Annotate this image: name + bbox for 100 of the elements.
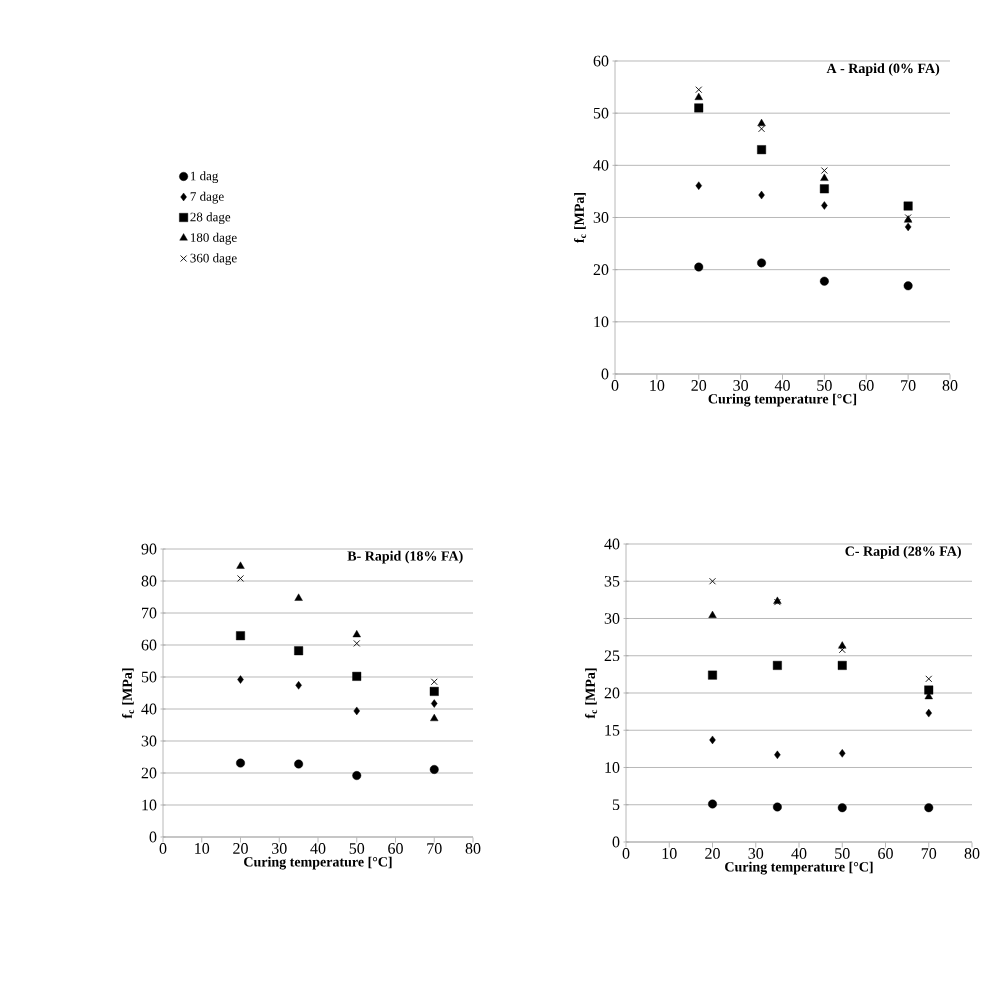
point: [839, 749, 846, 758]
point: [694, 262, 704, 272]
point: [709, 735, 716, 745]
x-axis-title: Curing temperature [°C]: [725, 861, 873, 875]
chart-title: C- Rapid (28% FA): [845, 545, 961, 559]
legend-label: 1 dag: [191, 171, 219, 184]
point: [708, 799, 717, 809]
point: [820, 167, 828, 174]
point: [774, 750, 781, 760]
x-tick-label: 70: [427, 843, 442, 854]
point: [709, 577, 716, 585]
point: [295, 681, 302, 690]
x-tick-label: 10: [195, 843, 210, 854]
point: [757, 118, 766, 127]
point: [708, 610, 717, 618]
point: [237, 675, 244, 684]
point: [708, 670, 717, 680]
x-tick-label: 20: [705, 848, 720, 859]
x-tick-label: 40: [774, 380, 790, 391]
point: [236, 631, 245, 641]
point: [694, 92, 703, 100]
point: [924, 685, 934, 695]
x-tick-label: 0: [622, 848, 630, 859]
y-tick-label: 40: [604, 538, 620, 550]
y-tick-label: 30: [141, 735, 157, 747]
y-tick-label: 5: [612, 799, 620, 811]
x-tick-label: 30: [272, 843, 287, 854]
point: [837, 803, 847, 813]
point: [758, 125, 766, 133]
x-tick-label: 20: [233, 843, 248, 854]
y-tick-label: 60: [141, 639, 157, 651]
point: [430, 713, 439, 722]
y-axis-title: f$_{c}$ [MPa]: [584, 668, 598, 719]
point: [352, 671, 362, 681]
point: [294, 646, 304, 656]
x-tick-label: 50: [817, 380, 832, 391]
y-tick-label: 20: [141, 767, 157, 779]
point: [694, 103, 704, 113]
y-tick-label: 20: [593, 264, 609, 276]
legend-label: 7 dage: [190, 191, 224, 204]
point: [430, 678, 438, 686]
x-tick-label: 80: [964, 848, 980, 859]
x-tick-label: 60: [878, 848, 893, 859]
point: [904, 222, 912, 232]
point: [352, 771, 362, 781]
legend-label: 28 dage: [190, 212, 231, 225]
point: [758, 190, 765, 200]
chart-title: A - Rapid (0% FA): [826, 63, 940, 76]
point: [772, 802, 782, 812]
y-tick-label: 50: [141, 671, 157, 683]
y-tick-label: 80: [141, 575, 157, 587]
point: [352, 630, 361, 638]
x-tick-label: 20: [691, 380, 707, 391]
point: [294, 759, 304, 769]
y-tick-label: 15: [605, 724, 620, 736]
y-tick-label: 60: [593, 55, 609, 67]
x-tick-label: 0: [159, 843, 167, 854]
y-tick-label: 50: [593, 107, 609, 119]
point: [820, 173, 829, 181]
x-tick-label: 40: [310, 843, 326, 854]
point: [837, 660, 847, 670]
point: [294, 593, 303, 601]
x-tick-label: 10: [662, 848, 677, 859]
y-tick-label: 0: [601, 368, 609, 380]
x-tick-label: 70: [901, 380, 916, 391]
point: [772, 660, 782, 670]
point: [431, 699, 438, 708]
point: [757, 145, 767, 155]
y-tick-label: 70: [142, 607, 157, 619]
point: [924, 803, 934, 813]
legend-label: 180 dage: [191, 232, 237, 245]
point: [757, 258, 767, 268]
point: [838, 646, 846, 654]
y-tick-label: 40: [141, 703, 157, 715]
y-tick-label: 10: [594, 316, 609, 328]
point: [236, 758, 245, 768]
y-tick-label: 30: [604, 613, 620, 624]
y-tick-label: 90: [141, 543, 157, 555]
point: [236, 561, 245, 569]
x-tick-label: 80: [465, 843, 481, 854]
point: [429, 765, 439, 774]
point: [695, 86, 703, 94]
point: [903, 201, 913, 211]
x-tick-label: 30: [748, 848, 764, 859]
x-tick-label: 70: [921, 848, 937, 859]
point: [821, 201, 828, 210]
x-tick-label: 10: [650, 380, 665, 391]
x-axis-title: Curing temperature [°C]: [244, 856, 392, 870]
point: [353, 639, 361, 647]
x-tick-label: 50: [349, 843, 365, 854]
point: [353, 706, 360, 716]
legend-label: 360 dage: [190, 253, 237, 266]
point: [819, 276, 829, 286]
x-tick-label: 60: [388, 843, 403, 854]
x-tick-label: 50: [835, 848, 850, 859]
point: [925, 675, 933, 683]
y-tick-label: 10: [142, 799, 157, 811]
y-tick-label: 10: [605, 762, 620, 773]
point: [925, 708, 932, 718]
x-tick-label: 30: [733, 380, 749, 391]
